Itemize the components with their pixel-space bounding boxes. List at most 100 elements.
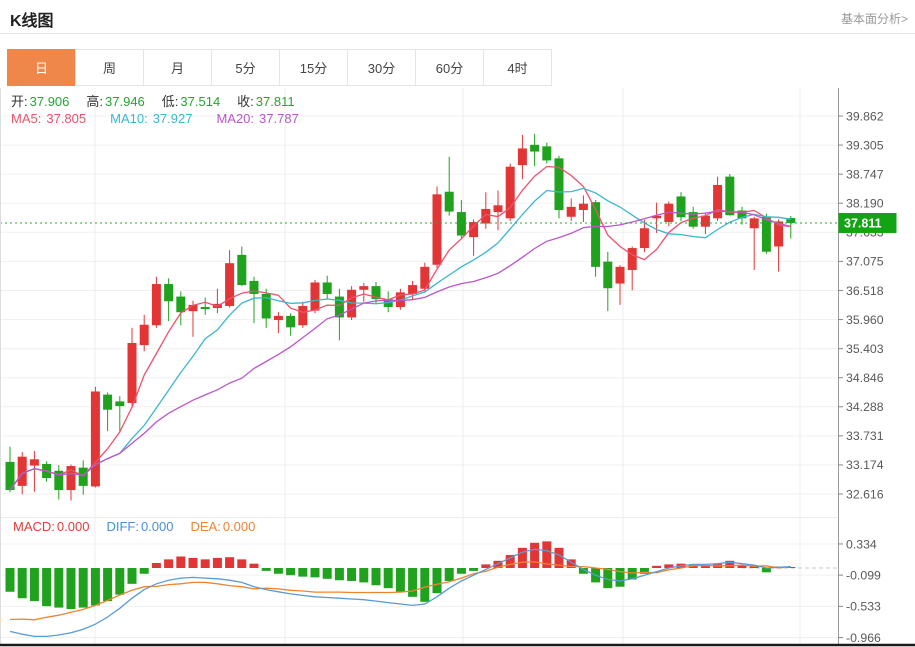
- tab-day[interactable]: 日: [7, 49, 76, 86]
- price-axis-label: 35.960: [846, 313, 884, 327]
- macd-histogram-bar: [432, 568, 442, 594]
- candle-body: [639, 228, 649, 249]
- candle-body: [90, 391, 100, 487]
- macd-histogram-bar: [42, 568, 52, 607]
- candle-body: [237, 254, 247, 286]
- candle-body: [359, 286, 369, 290]
- macd-histogram-bar: [78, 568, 88, 608]
- open-value: 37.906: [29, 94, 70, 109]
- candle-body: [664, 203, 674, 222]
- ma20-label: MA20:: [216, 111, 255, 126]
- candle-body: [432, 194, 442, 265]
- candle-body: [188, 304, 198, 312]
- candle-body: [5, 461, 15, 491]
- tab-week[interactable]: 周: [75, 49, 144, 86]
- candle-body: [774, 221, 784, 247]
- macd-histogram-bar: [639, 568, 649, 574]
- candle-body: [54, 470, 64, 491]
- ma-ma5: MA5: 37.805: [11, 111, 86, 126]
- tab-30min[interactable]: 30分: [347, 49, 416, 86]
- macd-histogram-bar: [139, 568, 149, 574]
- candle-body: [176, 296, 186, 313]
- candle-body: [786, 218, 796, 223]
- price-axis-label: 37.075: [846, 255, 884, 269]
- macd-histogram-bar: [261, 568, 271, 571]
- macd-histogram-bar: [408, 568, 418, 597]
- diff-line: [9, 548, 791, 638]
- macd-dea: DEA: 0.000: [190, 519, 255, 534]
- low-label: 低:: [161, 94, 179, 109]
- diff-value: 0.000: [140, 519, 174, 534]
- macd-histogram-bar: [725, 560, 735, 568]
- candle-body: [298, 305, 308, 326]
- price-axis-label: 39.305: [846, 138, 884, 152]
- macd-histogram-bar: [322, 568, 332, 579]
- gridlines: [0, 88, 838, 644]
- candle-body: [249, 280, 259, 294]
- ohlc-low: 低: 37.514: [162, 91, 220, 110]
- tab-5min[interactable]: 5分: [211, 49, 280, 86]
- macd-histogram-bar: [481, 564, 491, 568]
- macd-histogram-bar: [17, 568, 27, 599]
- candle-body: [554, 158, 564, 210]
- candle-body: [200, 306, 210, 310]
- low-value: 37.514: [180, 94, 221, 109]
- high-value: 37.946: [105, 94, 145, 109]
- candle-body: [469, 221, 479, 238]
- candle-body: [542, 146, 552, 161]
- close-value: 37.811: [255, 94, 295, 109]
- macd-histogram-bar: [103, 568, 113, 602]
- macd-histogram-bar: [225, 557, 235, 568]
- macd-histogram-bar: [176, 556, 186, 568]
- page-title: K线图: [10, 13, 54, 30]
- macd-histogram-bar: [310, 568, 320, 578]
- candle-body: [127, 342, 137, 403]
- candle-body: [591, 202, 601, 267]
- y-axis: 39.86239.30538.74738.19037.63337.07536.5…: [0, 88, 884, 645]
- candle-body: [310, 282, 320, 311]
- ma10-line: [9, 187, 791, 491]
- macd-histogram-bar: [615, 568, 625, 587]
- tab-60min[interactable]: 60分: [415, 49, 484, 86]
- candle-body: [273, 315, 283, 321]
- candle-body: [139, 324, 149, 346]
- macd-histogram-bar: [542, 541, 552, 568]
- macd-histogram-bar: [517, 547, 527, 568]
- tab-4hour[interactable]: 4时: [483, 49, 552, 86]
- macd-histogram-bar: [249, 563, 259, 568]
- candle-body: [103, 394, 113, 410]
- macd-histogram-bar: [420, 568, 430, 602]
- price-axis-label: 34.846: [846, 371, 884, 385]
- candle-body: [603, 261, 613, 289]
- candle-body: [286, 315, 296, 328]
- macd-axis-label: -0.966: [846, 631, 881, 645]
- macd-histogram-bar: [664, 564, 674, 568]
- ma5-value: 37.805: [46, 111, 87, 126]
- page-header: K线图 基本面分析>: [0, 0, 915, 34]
- macd-histogram-bar: [29, 568, 39, 602]
- ma20-value: 37.787: [259, 111, 299, 126]
- macd-panel: [5, 541, 838, 638]
- current-price-badge: 37.811: [838, 212, 897, 233]
- candle-body: [115, 401, 125, 407]
- candle-body: [713, 184, 723, 219]
- fundamental-analysis-link[interactable]: 基本面分析>: [840, 12, 908, 26]
- candle-body: [29, 459, 39, 466]
- macd-histogram-bar: [212, 557, 222, 568]
- candle-body: [505, 166, 515, 219]
- candle-body: [371, 286, 381, 300]
- tab-15min[interactable]: 15分: [279, 49, 348, 86]
- candle-body: [261, 293, 271, 319]
- macd-value: 0.000: [56, 519, 90, 534]
- tab-month[interactable]: 月: [143, 49, 212, 86]
- candle-body: [493, 205, 503, 213]
- macd-histogram-bar: [688, 565, 698, 568]
- candle-body: [615, 266, 625, 284]
- macd-histogram-bar: [188, 557, 198, 568]
- macd-diff: DIFF: 0.000: [106, 519, 173, 534]
- price-axis-label: 35.403: [846, 342, 884, 356]
- macd-histogram-bar: [505, 555, 515, 568]
- macd-histogram-bar: [54, 568, 64, 608]
